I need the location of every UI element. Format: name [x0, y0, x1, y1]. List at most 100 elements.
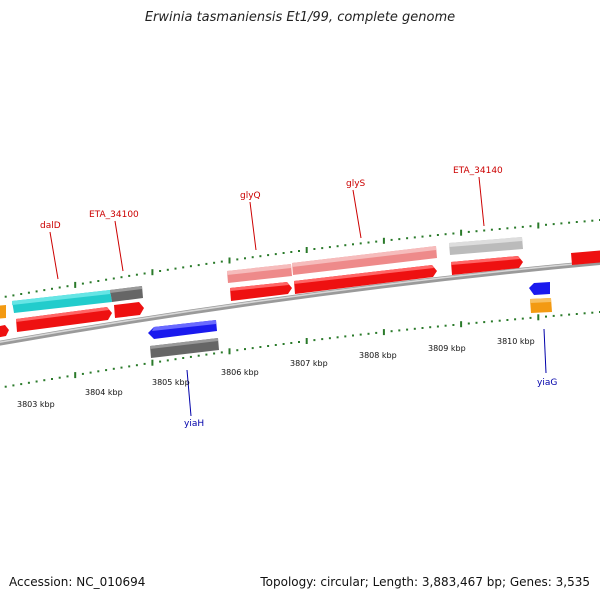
leader-glyQ: [249, 201, 257, 251]
inner-ring-minor-tick: [182, 357, 185, 359]
cds-arrow-yiaG[interactable]: [529, 282, 550, 295]
outer-ring-minor-tick: [89, 281, 92, 284]
leader-dalD: [49, 231, 59, 280]
inner-ring-minor-tick: [205, 353, 208, 356]
outer-ring-minor-tick: [197, 264, 200, 267]
outer-ring-minor-tick: [205, 262, 208, 265]
outer-ring-minor-tick: [583, 220, 586, 223]
gene-label-yiaG[interactable]: yiaG: [537, 378, 557, 388]
cds-arrow-ETA_34100[interactable]: [114, 302, 144, 318]
cds-arrow-ETA_34140[interactable]: [451, 256, 523, 275]
cds-arrow-glyS[interactable]: [294, 265, 437, 294]
outer-ring-minor-tick: [344, 244, 347, 247]
inner-ring-minor-tick: [20, 383, 23, 386]
outer-ring-minor-tick: [475, 230, 478, 233]
outer-ring-minor-tick: [66, 285, 69, 288]
accession-text: Accession: NC_010694: [9, 575, 146, 589]
gene-label-glyS[interactable]: glyS: [346, 179, 366, 189]
cds-arrow-left-edge[interactable]: [0, 325, 9, 338]
gene-feature-glyS-upper[interactable]: [292, 246, 437, 275]
outer-ring-minor-tick: [367, 241, 370, 244]
gene-feature-ETA_34100-upper[interactable]: [110, 286, 143, 302]
outer-ring-minor-tick: [51, 287, 53, 290]
inner-ring-minor-tick: [560, 314, 563, 317]
map-title: Erwinia tasmaniensis Et1/99, complete ge…: [144, 10, 456, 25]
inner-ring-minor-tick: [529, 316, 532, 319]
leader-yiaH: [186, 369, 192, 417]
outer-ring-major-tick: [151, 269, 154, 276]
tick-label-3803: 3803 kbp: [17, 400, 55, 409]
outer-ring-minor-tick: [213, 261, 216, 264]
cds-arrow-yiaH[interactable]: [148, 320, 217, 339]
gene-feature-left-orange[interactable]: [0, 305, 6, 319]
inner-ring-minor-tick: [359, 333, 362, 336]
inner-ring-minor-tick: [135, 364, 138, 367]
inner-ring-minor-tick: [344, 335, 347, 338]
outer-ring-minor-tick: [328, 246, 331, 249]
inner-ring-major-tick: [228, 348, 231, 355]
outer-ring-minor-tick: [421, 235, 424, 238]
outer-ring-minor-tick: [467, 230, 470, 233]
inner-ring-minor-tick: [66, 375, 69, 378]
leader-yiaG: [543, 328, 547, 374]
outer-ring-minor-tick: [105, 278, 108, 281]
inner-ring-minor-tick: [58, 376, 61, 379]
outer-ring-minor-tick: [498, 228, 501, 230]
gene-label-dalD[interactable]: dalD: [40, 221, 61, 231]
leader-ETA_34100: [114, 220, 124, 272]
inner-ring-minor-tick: [120, 366, 123, 369]
inner-ring-minor-tick: [128, 365, 131, 368]
outer-ring-minor-tick: [20, 293, 23, 295]
gene-feature-yiaH-lower[interactable]: [150, 338, 219, 358]
gene-feature-yiaG-lower[interactable]: [530, 298, 552, 313]
inner-ring-minor-tick: [81, 372, 84, 375]
gene-label-yiaH[interactable]: yiaH: [184, 419, 204, 429]
outer-ring-major-tick: [537, 222, 540, 229]
inner-ring-minor-tick: [220, 351, 223, 354]
tick-label-3810: 3810 kbp: [497, 337, 535, 346]
gene-label-ETA_34100[interactable]: ETA_34100: [89, 210, 139, 220]
inner-ring-minor-tick: [174, 358, 177, 361]
outer-ring-minor-tick: [128, 274, 131, 277]
inner-ring-minor-tick: [197, 354, 200, 357]
inner-ring-minor-tick: [390, 330, 393, 333]
inner-ring-minor-tick: [398, 329, 401, 332]
outer-ring-minor-tick: [390, 238, 393, 241]
inner-ring-major-tick: [151, 359, 154, 366]
cds-arrow-glyQ[interactable]: [230, 282, 292, 301]
gene-feature-ETA_34140-upper[interactable]: [449, 237, 523, 255]
outer-ring-minor-tick: [552, 223, 555, 226]
outer-ring-minor-tick: [259, 255, 262, 258]
inner-ring-minor-tick: [591, 311, 594, 314]
inner-ring-minor-tick: [514, 318, 517, 321]
tick-label-3805: 3805 kbp: [152, 378, 190, 387]
inner-ring-minor-tick: [35, 380, 38, 383]
inner-ring-minor-tick: [490, 320, 493, 323]
gene-label-glyQ[interactable]: glyQ: [240, 191, 261, 201]
gene-label-ETA_34140[interactable]: ETA_34140: [453, 166, 503, 176]
inner-ring-minor-tick: [12, 384, 15, 387]
outer-ring-minor-tick: [452, 232, 455, 235]
gene-feature-dalD-upper[interactable]: [12, 290, 112, 313]
gene-feature-glyQ-upper[interactable]: [227, 264, 292, 283]
inner-ring-minor-tick: [313, 339, 316, 342]
leader-glyS: [352, 189, 362, 239]
outer-ring-minor-tick: [591, 219, 594, 222]
outer-ring-minor-tick: [529, 225, 532, 228]
inner-ring-minor-tick: [267, 345, 270, 347]
inner-ring-minor-tick: [213, 352, 216, 355]
cds-arrow-right-edge[interactable]: [571, 250, 600, 265]
inner-ring-major-tick: [382, 329, 385, 336]
inner-ring-minor-tick: [298, 341, 300, 343]
inner-ring-minor-tick: [105, 369, 108, 372]
outer-ring-minor-tick: [251, 256, 254, 259]
inner-ring-minor-tick: [367, 332, 370, 335]
tick-label-3804: 3804 kbp: [85, 388, 123, 397]
outer-ring-minor-tick: [545, 223, 547, 226]
inner-ring-minor-tick: [189, 355, 192, 358]
inner-ring-major-tick: [305, 338, 308, 344]
inner-ring-minor-tick: [475, 321, 478, 324]
outer-ring-minor-tick: [27, 291, 30, 294]
cds-arrow-dalD[interactable]: [16, 307, 112, 332]
